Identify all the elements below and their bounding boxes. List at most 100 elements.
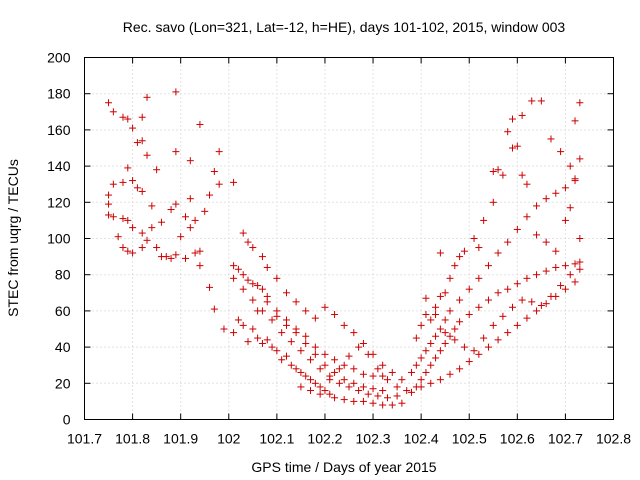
plot-frame [84, 57, 614, 420]
data-point [331, 356, 339, 364]
data-point [172, 148, 180, 156]
x-tick-label: 101.9 [163, 431, 198, 447]
data-point [186, 195, 194, 203]
data-point [484, 343, 492, 351]
data-point [326, 390, 334, 398]
data-point [359, 339, 367, 347]
data-point [561, 285, 569, 293]
data-point [417, 383, 425, 391]
grid-lines [84, 57, 614, 420]
data-point [177, 233, 185, 241]
data-point [374, 392, 382, 400]
data-point [172, 88, 180, 96]
data-point [239, 285, 247, 293]
data-point [359, 397, 367, 405]
data-point [316, 365, 324, 373]
data-point [417, 321, 425, 329]
data-point [446, 307, 454, 315]
data-point [422, 294, 430, 302]
data-point [287, 338, 295, 346]
data-point [282, 289, 290, 297]
data-point [340, 321, 348, 329]
data-point [436, 325, 444, 333]
data-point [335, 365, 343, 373]
data-point [129, 224, 137, 232]
data-point [484, 262, 492, 270]
data-point [124, 247, 132, 255]
data-point [441, 329, 449, 337]
data-point [509, 115, 517, 123]
y-tick-label: 200 [47, 50, 71, 66]
data-point [138, 113, 146, 121]
data-point [249, 280, 257, 288]
data-point [268, 343, 276, 351]
data-point [518, 171, 526, 179]
data-point [105, 200, 113, 208]
data-point [268, 316, 276, 324]
data-point [196, 262, 204, 270]
data-point [364, 350, 372, 358]
data-point [119, 113, 127, 121]
data-point [427, 339, 435, 347]
y-axis-label: STEC from uqrg / TECUs [5, 159, 21, 317]
data-point [258, 339, 266, 347]
data-point [109, 108, 117, 116]
chart-title: Rec. savo (Lon=321, Lat=-12, h=HE), days… [123, 19, 566, 35]
data-point [523, 213, 531, 221]
data-point [528, 97, 536, 105]
data-point [571, 117, 579, 125]
data-point [504, 238, 512, 246]
data-point [533, 307, 541, 315]
data-point [210, 168, 218, 176]
data-point [542, 195, 550, 203]
data-point [509, 144, 517, 152]
data-point [239, 321, 247, 329]
data-point [480, 216, 488, 224]
data-point [509, 303, 517, 311]
data-point [408, 388, 416, 396]
data-point [340, 396, 348, 404]
data-point [537, 97, 545, 105]
data-point [494, 249, 502, 257]
data-point [148, 224, 156, 232]
data-point [576, 155, 584, 163]
data-point [191, 216, 199, 224]
data-point [513, 142, 521, 150]
data-point [119, 244, 127, 252]
data-point [388, 368, 396, 376]
data-point [383, 394, 391, 402]
data-point [302, 307, 310, 315]
data-point [432, 332, 440, 340]
data-point [460, 343, 468, 351]
y-tick-label: 60 [55, 303, 71, 319]
data-point [422, 368, 430, 376]
data-point [557, 148, 565, 156]
data-point [119, 178, 127, 186]
data-point [196, 247, 204, 255]
data-point [576, 235, 584, 242]
data-point [499, 312, 507, 320]
data-point [138, 244, 146, 252]
data-point [311, 314, 319, 322]
data-point [369, 385, 377, 393]
y-tick-label: 20 [55, 375, 71, 391]
data-point [379, 361, 387, 369]
data-point [552, 189, 560, 197]
data-point [494, 336, 502, 344]
data-point [316, 390, 324, 398]
data-point [355, 387, 363, 395]
data-point [436, 292, 444, 300]
data-point [196, 120, 204, 128]
data-point [504, 285, 512, 293]
data-point [403, 387, 411, 395]
x-tick-label: 102.1 [259, 431, 294, 447]
data-point [432, 354, 440, 362]
data-point [465, 358, 473, 366]
data-point [475, 274, 483, 282]
data-point [537, 301, 545, 309]
data-point [263, 263, 271, 271]
data-point [105, 211, 113, 219]
data-point [124, 216, 132, 224]
data-point [278, 356, 286, 364]
data-point [412, 361, 420, 369]
